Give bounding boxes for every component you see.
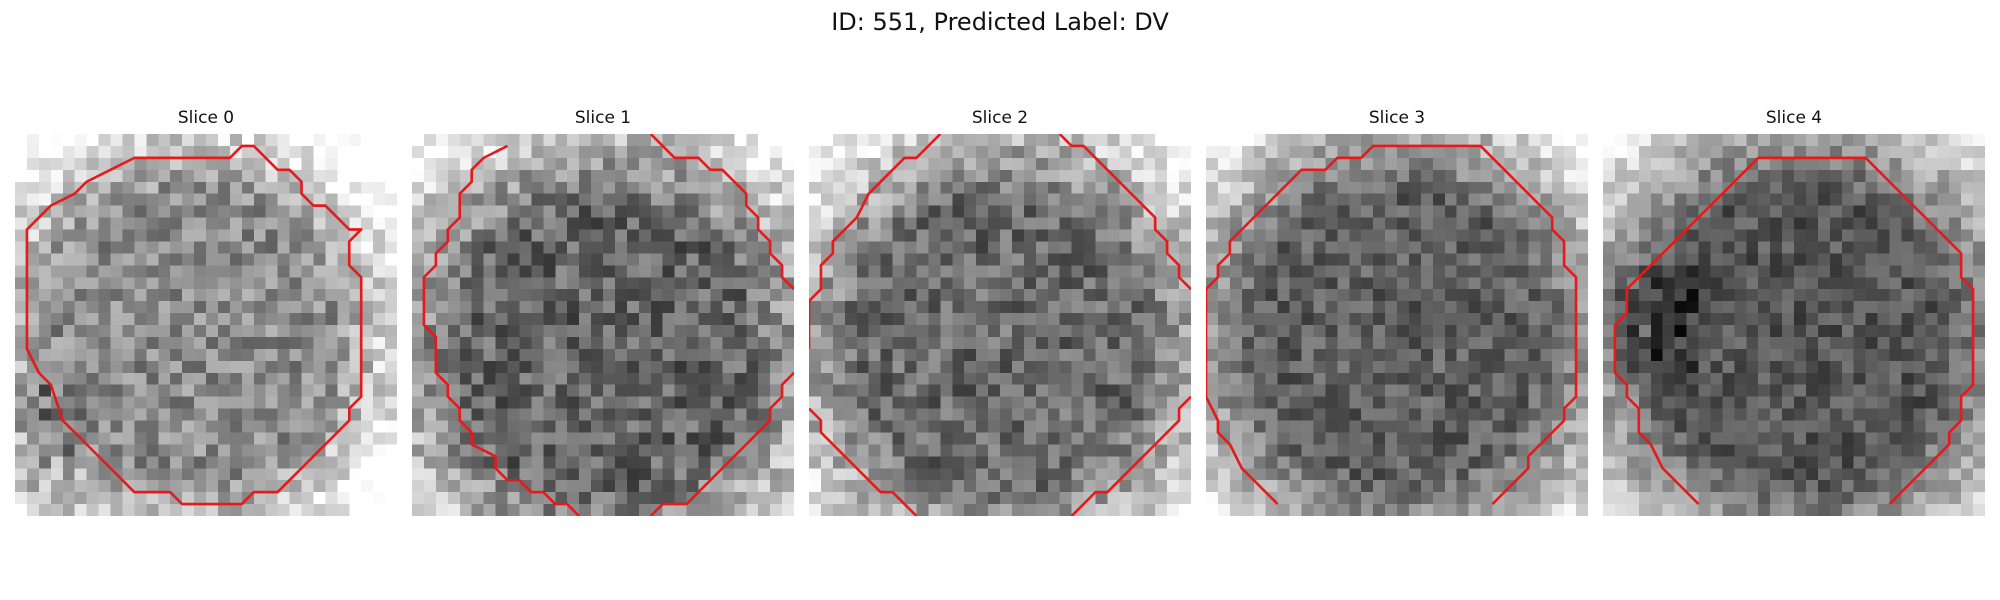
panel-title-slice-3: Slice 3 <box>1368 108 1426 128</box>
slice-pixels <box>15 134 397 516</box>
contour-line-1 <box>649 371 794 516</box>
slice-pixels <box>1206 134 1588 516</box>
slice-image-0 <box>15 134 397 516</box>
contour-line-0 <box>25 144 363 506</box>
slice-pixels <box>1603 134 1985 516</box>
contour-line-0 <box>1613 156 1975 505</box>
contour-line-0 <box>422 144 581 516</box>
panel-title-slice-1: Slice 1 <box>574 108 632 128</box>
contour-line-0 <box>1206 144 1578 505</box>
contour-line-3 <box>1058 134 1191 291</box>
slice-image-1 <box>412 134 794 516</box>
slice-pixels <box>809 134 1191 516</box>
contour-line-2 <box>649 134 794 291</box>
contour-line-0 <box>809 134 942 349</box>
slice-pixels <box>412 134 794 516</box>
contour-line-2 <box>1070 395 1191 516</box>
slice-image-3 <box>1206 134 1588 516</box>
panel-title-slice-4: Slice 4 <box>1765 108 1823 128</box>
slice-image-4 <box>1603 134 1985 516</box>
panel-title-slice-0: Slice 0 <box>177 108 235 128</box>
figure-title: ID: 551, Predicted Label: DV <box>831 8 1169 36</box>
slice-image-2 <box>809 134 1191 516</box>
contour-line-1 <box>809 407 918 516</box>
panel-title-slice-2: Slice 2 <box>971 108 1029 128</box>
